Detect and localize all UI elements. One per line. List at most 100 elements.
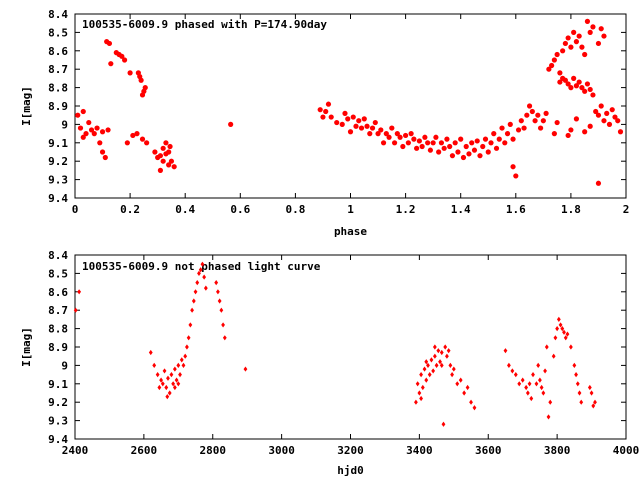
data-point	[228, 121, 234, 127]
data-point	[589, 390, 594, 396]
data-point	[102, 154, 108, 161]
data-point	[480, 143, 486, 150]
data-point	[562, 329, 566, 335]
data-point	[325, 101, 332, 107]
data-point	[601, 118, 607, 124]
y-axis-label: I[mag]	[20, 86, 33, 126]
data-point	[546, 66, 552, 72]
data-point	[203, 285, 208, 291]
data-point	[460, 154, 467, 161]
y-tick-label: 9.3	[48, 174, 68, 187]
data-point	[94, 125, 100, 131]
data-point	[443, 344, 448, 350]
data-point	[520, 377, 525, 383]
data-point	[436, 348, 441, 354]
data-point	[436, 149, 442, 155]
data-point	[339, 121, 345, 127]
data-point	[568, 127, 574, 133]
data-point	[157, 167, 164, 173]
data-point	[555, 326, 560, 332]
data-point	[593, 108, 599, 115]
data-point	[617, 129, 624, 135]
data-point	[472, 405, 477, 411]
y-tick-label: 8.7	[48, 63, 68, 76]
data-point	[345, 116, 351, 122]
data-point	[560, 48, 566, 54]
data-point	[525, 390, 530, 396]
data-point	[571, 75, 577, 81]
data-point	[397, 134, 403, 140]
data-point	[190, 307, 194, 313]
data-point	[162, 368, 167, 374]
data-point	[439, 349, 444, 356]
data-point	[414, 145, 420, 151]
data-point	[386, 134, 392, 140]
data-point	[576, 79, 582, 85]
data-point	[582, 88, 588, 94]
data-point	[595, 112, 602, 118]
data-point	[99, 149, 106, 155]
plot-frame	[74, 254, 627, 440]
data-point	[419, 372, 423, 378]
data-point	[422, 134, 428, 140]
data-point	[214, 280, 219, 286]
data-point	[166, 149, 172, 155]
y-tick-label: 9	[61, 359, 68, 372]
data-point	[539, 384, 544, 391]
data-point	[574, 372, 578, 378]
data-point	[198, 267, 203, 273]
data-point	[419, 143, 425, 150]
data-point	[493, 145, 500, 151]
data-point	[568, 44, 574, 50]
data-point	[424, 377, 429, 383]
x-tick-label: 2600	[131, 444, 158, 457]
y-axis-label: I[mag]	[20, 327, 33, 367]
data-point	[121, 57, 128, 63]
data-point	[172, 384, 177, 391]
data-point	[138, 77, 144, 83]
data-point	[543, 110, 549, 116]
data-point	[513, 372, 518, 378]
data-point	[356, 118, 362, 124]
data-point	[139, 136, 146, 142]
data-point	[176, 362, 181, 368]
data-point	[573, 39, 580, 45]
data-point	[573, 83, 580, 89]
data-point	[77, 289, 82, 295]
data-point	[507, 121, 513, 127]
data-point	[427, 147, 433, 153]
data-point	[446, 348, 451, 354]
data-point	[518, 118, 524, 124]
data-point	[535, 112, 541, 118]
data-point	[369, 125, 376, 131]
data-point	[80, 108, 86, 115]
data-point	[217, 298, 222, 304]
data-point	[579, 399, 584, 405]
data-point	[546, 414, 551, 420]
data-point	[372, 119, 378, 126]
data-point	[593, 399, 597, 405]
data-point	[367, 131, 373, 137]
data-point	[439, 362, 444, 368]
data-point	[405, 140, 411, 146]
data-point	[157, 153, 164, 159]
x-tick-label: 4000	[613, 444, 640, 457]
data-point	[452, 140, 458, 146]
data-point	[127, 70, 133, 76]
data-point	[541, 390, 546, 396]
data-point	[551, 353, 556, 359]
top-panel-phased: 0 0.2 0.4 0.6 0.8 1 1.2 1.4 1.6 1.8 2 8.4 8.5 8.6 8.7 8…	[20, 8, 629, 238]
data-point	[573, 116, 580, 122]
y-tick-label: 8.4	[48, 8, 68, 21]
data-point	[466, 151, 472, 157]
x-tick-label: 2800	[200, 444, 227, 457]
data-point	[477, 153, 483, 159]
data-point	[142, 85, 148, 91]
data-point	[165, 394, 170, 400]
data-point	[526, 103, 533, 109]
data-point	[427, 372, 432, 378]
data-point	[403, 132, 409, 139]
data-point	[537, 125, 544, 131]
data-point	[97, 140, 103, 146]
